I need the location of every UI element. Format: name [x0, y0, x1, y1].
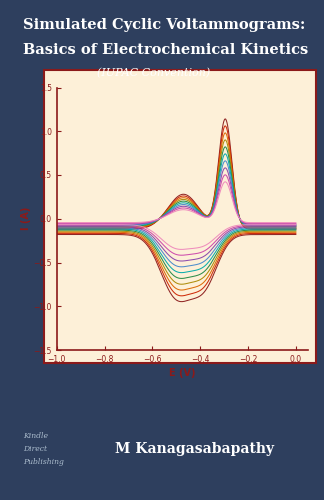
Text: Basics of Electrochemical Kinetics: Basics of Electrochemical Kinetics — [23, 42, 308, 56]
Text: Publishing: Publishing — [23, 458, 64, 466]
X-axis label: E (V): E (V) — [169, 368, 195, 378]
Text: Simulated Cyclic Voltammograms:: Simulated Cyclic Voltammograms: — [23, 18, 305, 32]
Text: Kindle: Kindle — [23, 432, 48, 440]
Text: M Kanagasabapathy: M Kanagasabapathy — [115, 442, 274, 456]
Y-axis label: I (A): I (A) — [20, 207, 30, 231]
Text: Direct: Direct — [23, 445, 47, 453]
Text: (IUPAC Convention): (IUPAC Convention) — [97, 68, 211, 78]
